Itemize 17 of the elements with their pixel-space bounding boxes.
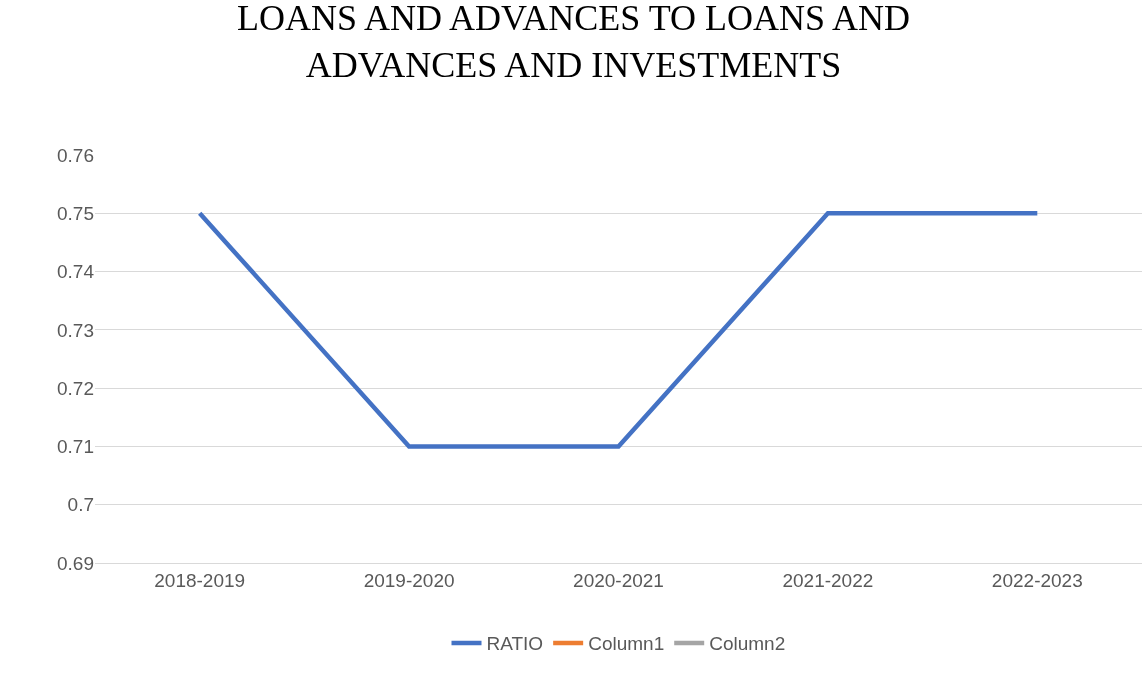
y-tick-label: 0.7 [67,494,94,516]
x-tick-label: 2019-2020 [363,569,455,591]
x-tick-label: 2020-2021 [573,569,664,591]
y-tick-label: 0.73 [57,319,94,341]
x-tick-label: 2018-2019 [154,569,246,591]
chart-title: LOANS AND ADVANCES TO LOANS AND ADVANCES AND INVESTMENTS [236,0,911,86]
y-tick-label: 0.69 [57,552,94,574]
y-tick-label: 0.75 [57,202,94,224]
y-tick-label: 0.71 [57,436,94,458]
y-tick-label: 0.74 [57,261,95,283]
y-tick-label: 0.76 [57,144,94,166]
y-tick-label: 0.72 [57,377,94,399]
legend-label: RATIO [486,633,544,655]
x-tick-label: 2021-2022 [782,569,874,591]
legend-label: Column1 [588,633,665,655]
legend-label: Column2 [709,633,786,655]
x-tick-label: 2022-2023 [991,569,1083,591]
